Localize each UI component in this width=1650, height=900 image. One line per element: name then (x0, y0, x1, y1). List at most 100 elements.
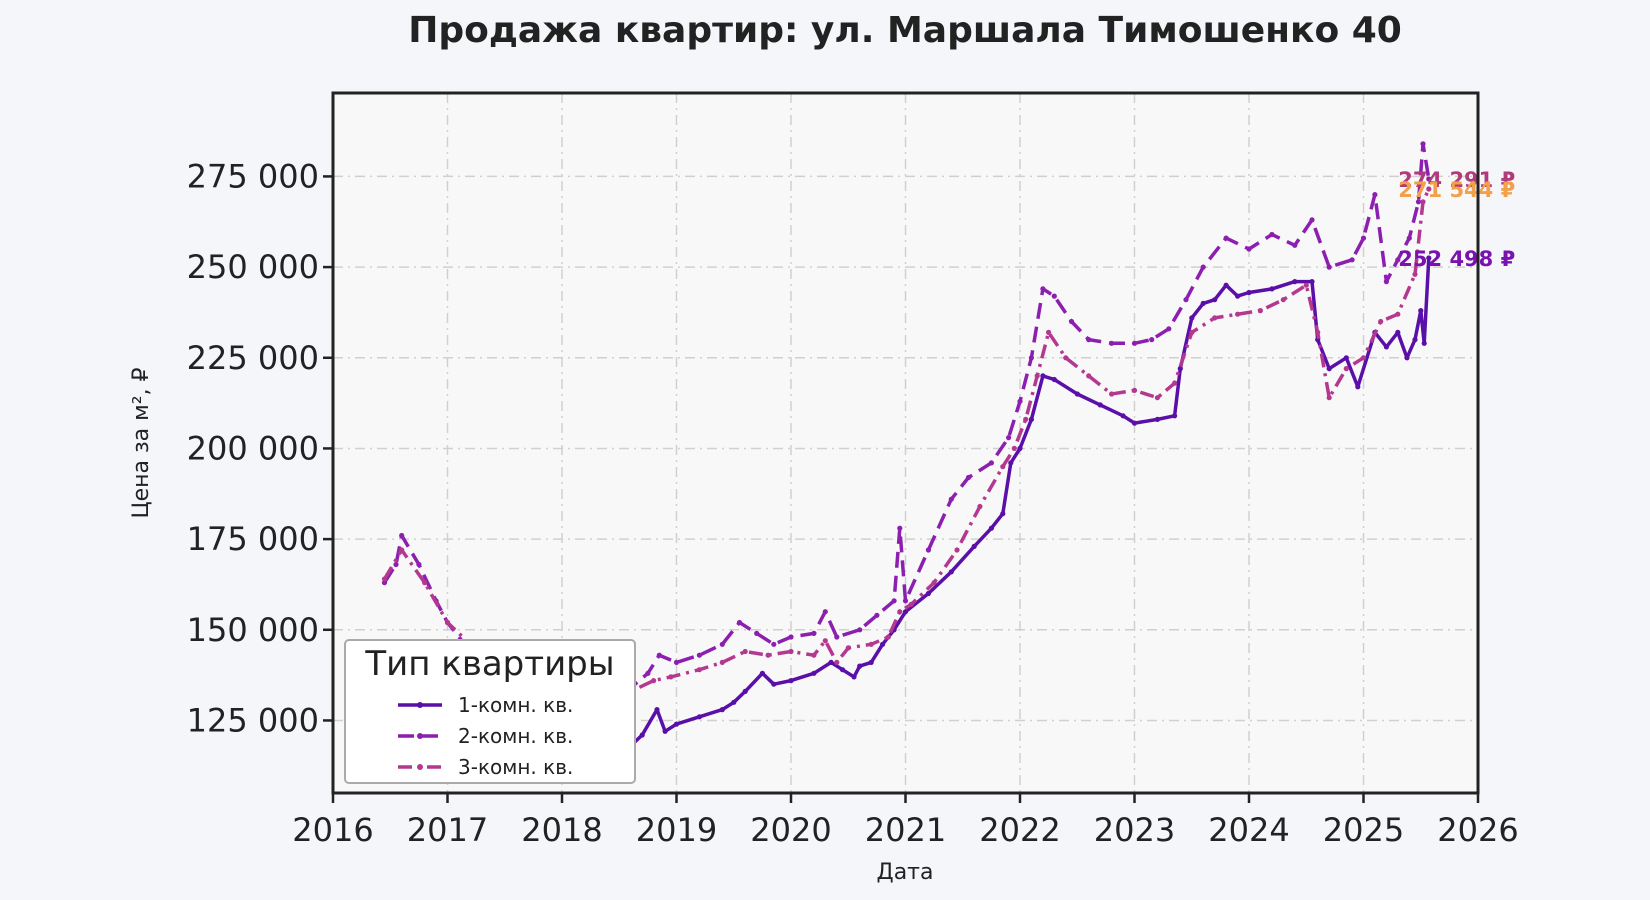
data-point (759, 670, 766, 676)
data-point (1415, 199, 1422, 205)
data-point (1109, 340, 1115, 346)
data-point (719, 707, 725, 713)
data-point (1131, 387, 1138, 393)
data-point (1074, 391, 1080, 397)
legend-marker (417, 702, 423, 708)
data-point (857, 663, 863, 669)
data-point (1028, 355, 1034, 361)
data-point (1051, 376, 1057, 383)
data-point (948, 496, 954, 502)
x-tick-label: 2020 (750, 811, 831, 849)
data-point (422, 580, 428, 586)
data-point (822, 609, 828, 615)
data-point (645, 670, 651, 676)
x-tick-label: 2021 (865, 811, 946, 849)
data-point (1120, 413, 1126, 419)
data-point (897, 525, 903, 531)
data-point (891, 598, 897, 604)
data-point (788, 634, 794, 640)
data-point (1343, 355, 1349, 361)
data-point (1269, 286, 1275, 292)
legend-box (344, 639, 636, 784)
data-point (1172, 380, 1178, 386)
data-point (925, 590, 932, 597)
data-point (868, 641, 874, 647)
legend-marker (417, 764, 423, 770)
data-point (1246, 289, 1252, 296)
legend-marker (417, 733, 423, 739)
data-point (1017, 398, 1023, 404)
x-tick-label: 2016 (292, 811, 373, 849)
data-point (1034, 373, 1040, 379)
y-axis-label: Цена за м², ₽ (129, 367, 154, 518)
data-point (1149, 337, 1155, 343)
data-point (1235, 293, 1241, 299)
data-point (1395, 329, 1401, 335)
data-point (656, 652, 662, 658)
data-point (673, 721, 680, 727)
data-point (1154, 416, 1160, 422)
data-point (1395, 311, 1401, 317)
data-point (393, 561, 399, 568)
data-point (1404, 355, 1410, 361)
data-point (1426, 186, 1432, 192)
data-point (1326, 395, 1332, 401)
data-point (1280, 297, 1286, 303)
chart-title: Продажа квартир: ул. Маршала Тимошенко 4… (408, 10, 1402, 51)
x-tick-label: 2022 (979, 811, 1060, 849)
data-point (1372, 192, 1378, 198)
data-point (1383, 279, 1389, 285)
data-point (416, 561, 422, 568)
data-point (1326, 366, 1332, 372)
data-point (857, 627, 863, 633)
x-tick-label: 2024 (1208, 811, 1289, 849)
data-point (988, 460, 995, 466)
data-point (1068, 318, 1075, 325)
data-point (662, 728, 668, 734)
data-point (902, 609, 909, 615)
data-point (1349, 257, 1355, 263)
y-tick-label: 250 000 (187, 248, 319, 286)
data-point (931, 580, 937, 586)
legend-label: 3-комн. кв. (458, 755, 573, 779)
data-point (851, 674, 857, 680)
data-point (788, 678, 794, 684)
data-point (1326, 264, 1332, 270)
data-point (1406, 235, 1412, 241)
legend-title: Тип квартиры (364, 644, 614, 684)
data-point (1200, 300, 1206, 306)
data-point (1183, 297, 1189, 303)
x-tick-label: 2023 (1094, 811, 1175, 849)
end-value-label: 252 498 ₽ (1398, 247, 1515, 271)
data-point (1023, 416, 1029, 422)
data-point (742, 688, 748, 695)
data-point (1420, 141, 1426, 147)
data-point (1040, 286, 1046, 292)
data-point (1000, 511, 1006, 517)
legend-label: 2-комн. кв. (458, 724, 573, 748)
legend-items: 1-комн. кв. 2-комн. кв. 3-комн. кв. (398, 693, 573, 779)
data-point (639, 732, 645, 738)
data-point (1172, 413, 1178, 419)
data-point (444, 619, 451, 626)
data-point (719, 659, 725, 666)
data-point (965, 474, 972, 481)
data-point (1309, 217, 1315, 223)
y-tick-label: 200 000 (187, 429, 319, 467)
data-point (897, 609, 903, 615)
data-point (1412, 337, 1418, 343)
data-point (381, 580, 388, 586)
data-point (1421, 340, 1427, 346)
data-point (1418, 308, 1424, 314)
x-axis: 2016 2017 2018 2019 2020 2021 2022 2023 2024 2025… (292, 793, 1519, 849)
data-point (1269, 231, 1275, 238)
data-point (1097, 402, 1103, 408)
data-point (1131, 420, 1138, 426)
data-point (1063, 355, 1069, 361)
data-point (845, 645, 851, 651)
data-point (765, 652, 771, 658)
data-point (696, 714, 703, 720)
data-point (1011, 445, 1017, 451)
data-point (1360, 355, 1367, 361)
